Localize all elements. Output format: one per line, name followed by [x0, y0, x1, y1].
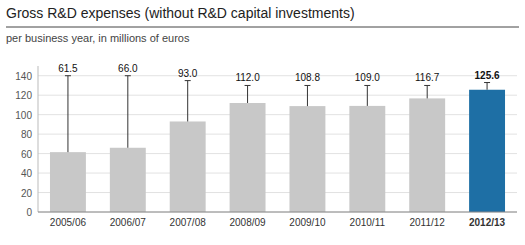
bar [50, 152, 86, 212]
y-tick-label: 20 [21, 188, 33, 199]
bar [349, 106, 385, 212]
grid [38, 76, 517, 212]
error-bar [364, 85, 370, 105]
error-bar [65, 76, 71, 152]
chart: Gross R&D expenses (without R&D capital … [0, 0, 525, 245]
bar [409, 98, 445, 212]
title: Gross R&D expenses (without R&D capital … [6, 5, 355, 21]
data-label: 125.6 [475, 70, 500, 81]
y-tick-label: 0 [26, 207, 32, 218]
y-tick-label: 80 [21, 129, 33, 140]
error-bar [185, 81, 191, 122]
y-tick-label: 40 [21, 168, 33, 179]
bars [50, 76, 505, 212]
y-tick-label: 140 [15, 71, 32, 82]
bar [469, 90, 505, 212]
data-label: 109.0 [355, 72, 380, 83]
x-tick-label: 2011/12 [409, 217, 445, 228]
data-label: 61.5 [58, 63, 78, 74]
title-rule [6, 27, 519, 28]
x-tick-label: 2005/06 [50, 217, 87, 228]
y-axis-line [38, 66, 39, 212]
x-tick-label: 2009/10 [289, 217, 326, 228]
error-bar [424, 85, 430, 98]
y-tick-label: 120 [15, 90, 32, 101]
bar [230, 103, 266, 212]
error-bar [304, 85, 310, 106]
subtitle: per business year, in millions of euros [6, 32, 190, 44]
grid-line [38, 95, 517, 96]
y-tick-label: 100 [15, 110, 32, 121]
bar [170, 121, 206, 212]
x-tick-label: 2008/09 [229, 217, 266, 228]
error-bar [245, 85, 251, 103]
grid-line [38, 212, 517, 213]
y-tick-label: 60 [21, 149, 33, 160]
x-tick-label: 2012/13 [469, 217, 506, 228]
x-tick-label: 2010/11 [350, 217, 386, 228]
data-label: 66.0 [118, 63, 138, 74]
data-label: 108.8 [295, 72, 320, 83]
bar [110, 148, 146, 212]
x-tick-label: 2006/07 [110, 217, 147, 228]
data-label: 112.0 [235, 72, 260, 83]
data-label: 116.7 [415, 72, 440, 83]
x-tick-label: 2007/08 [170, 217, 207, 228]
x-axis-line [38, 212, 517, 213]
error-bar [125, 76, 131, 148]
bar [289, 106, 325, 212]
grid-line [38, 75, 517, 76]
data-label: 93.0 [178, 68, 198, 79]
error-bar [484, 83, 490, 90]
